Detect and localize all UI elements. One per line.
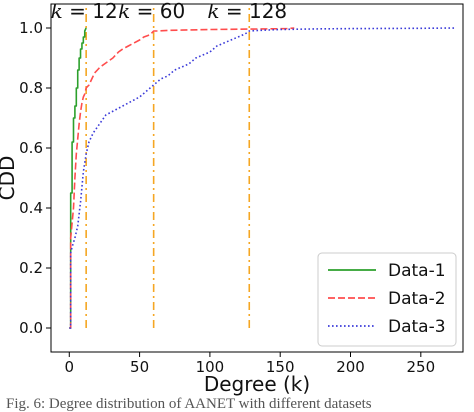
series-line-data-3	[69, 27, 456, 329]
k-annotations: k = 12 k = 60 k = 128	[51, 0, 288, 23]
y-axis-title: CDD	[0, 156, 19, 201]
x-axis-title: Degree (k)	[204, 372, 310, 396]
y-tick-label: 0.8	[19, 79, 43, 97]
k-annotation-eq: = 128	[220, 0, 288, 23]
y-tick-label: 0.2	[19, 259, 43, 277]
k-annotation-var: k	[207, 0, 219, 23]
x-tick-label: 100	[196, 358, 225, 376]
y-tick-label: 1.0	[19, 19, 43, 37]
k-annotation: k = 12	[51, 0, 118, 23]
y-tick-label: 0.4	[19, 199, 43, 217]
x-tick-label: 250	[406, 358, 435, 376]
y-tick-label: 0.6	[19, 139, 43, 157]
k-annotation-var: k	[51, 0, 63, 23]
k-annotation-eq: = 12	[63, 0, 118, 23]
x-tick-label: 150	[266, 358, 295, 376]
plot-frame	[50, 3, 464, 353]
k-annotation: k = 60	[118, 0, 185, 23]
k-annotation-var: k	[118, 0, 130, 23]
vertical-marker-lines	[85, 4, 251, 328]
x-tick-label: 200	[336, 358, 365, 376]
legend: Data-1 Data-2 Data-3	[317, 252, 457, 347]
y-tick-label: 0.0	[19, 319, 43, 337]
series-line-data-1	[69, 27, 87, 329]
ticks: 0 50 100 150 200 250 0.0 0.2 0.4 0.6 0.8 1.0	[19, 19, 435, 376]
legend-label: Data-2	[388, 289, 446, 309]
legend-label: Data-3	[388, 317, 446, 337]
series-line-data-2	[69, 27, 295, 329]
x-tick-label: 0	[65, 358, 75, 376]
x-tick-label: 50	[130, 358, 149, 376]
legend-label: Data-1	[388, 261, 446, 281]
k-annotation-eq: = 60	[130, 0, 185, 23]
k-annotation: k = 128	[207, 0, 287, 23]
figure-caption: Fig. 6: Degree distribution of AANET wit…	[6, 397, 372, 412]
axes	[50, 3, 464, 353]
legend-frame	[317, 252, 457, 347]
series-lines	[69, 27, 456, 329]
